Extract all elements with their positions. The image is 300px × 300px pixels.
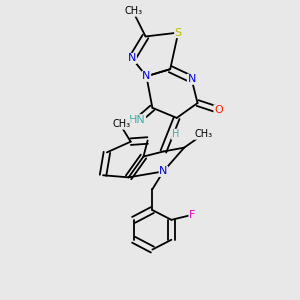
Text: N: N: [142, 71, 151, 81]
Text: O: O: [214, 105, 223, 115]
Text: N: N: [159, 167, 168, 176]
Text: S: S: [175, 28, 182, 38]
Text: F: F: [189, 210, 195, 220]
Text: CH₃: CH₃: [124, 6, 143, 16]
Text: N: N: [188, 74, 196, 84]
Text: CH₃: CH₃: [112, 119, 130, 129]
Text: N: N: [128, 53, 136, 64]
Text: HN: HN: [129, 115, 146, 125]
Text: H: H: [172, 129, 179, 139]
Text: CH₃: CH₃: [194, 129, 213, 139]
